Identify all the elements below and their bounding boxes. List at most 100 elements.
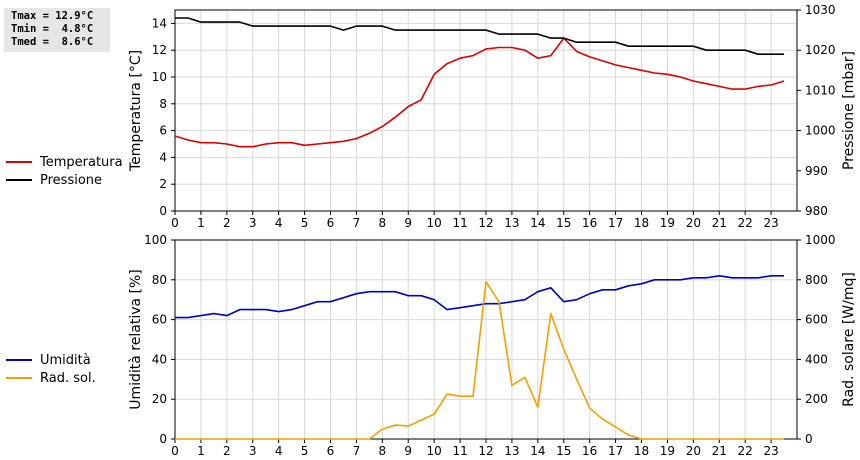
chart2-y2label: Rad. solare [W/mq]	[841, 272, 857, 407]
chart1-y-tick-label: 12	[152, 43, 167, 57]
chart2-x-tick-label: 17	[608, 444, 623, 458]
chart2-x-tick-label: 20	[686, 444, 701, 458]
chart1-x-tick-label: 2	[223, 216, 231, 230]
chart2-x-tick-label: 15	[556, 444, 571, 458]
chart2-x-tick-label: 10	[427, 444, 442, 458]
legend-swatch-pressione	[6, 179, 32, 181]
chart2-y2-tick-label: 0	[805, 432, 813, 446]
chart2-x-tick-label: 4	[275, 444, 283, 458]
chart1-x-tick-label: 7	[353, 216, 361, 230]
chart2-x-tick-label: 5	[301, 444, 309, 458]
chart2-series-1-line	[175, 274, 784, 319]
legend-bottom: Umidità Rad. sol.	[6, 351, 96, 387]
chart1-y2-tick-label: 1000	[805, 124, 836, 138]
chart2-x-tick-label: 16	[582, 444, 597, 458]
legend-top: Temperatura Pressione	[6, 153, 123, 189]
chart1-y-tick-label: 4	[159, 150, 167, 164]
legend-swatch-temperatura	[6, 161, 32, 163]
chart2-y-tick-label: 20	[152, 392, 167, 406]
chart2-y-tick-label: 40	[152, 352, 167, 366]
tmax-stat: Tmax = 12.9°C	[11, 10, 94, 22]
legend-label-pressione: Pressione	[40, 172, 103, 188]
chart1-y-tick-label: 14	[152, 16, 167, 30]
chart1-x-tick-label: 5	[301, 216, 309, 230]
chart2-y2-tick-label: 1000	[805, 233, 836, 247]
stats-box: Tmax = 12.9°C Tmin = 4.8°C Tmed = 8.6°C	[4, 8, 110, 52]
chart1-x-tick-label: 17	[608, 216, 623, 230]
legend-label-temperatura: Temperatura	[40, 154, 123, 170]
legend-item-temperatura: Temperatura	[6, 153, 123, 171]
chart2-ylabel: Umidità relativa [%]	[128, 269, 144, 410]
chart2-x-tick-label: 2	[223, 444, 231, 458]
chart1-x-tick-label: 8	[379, 216, 387, 230]
chart2-series-2-line	[175, 280, 784, 440]
legend-label-radsol: Rad. sol.	[40, 370, 96, 386]
chart1-x-tick-label: 22	[738, 216, 753, 230]
chart1-x-tick-label: 1	[197, 216, 205, 230]
chart1-x-tick-label: 16	[582, 216, 597, 230]
chart1-x-tick-label: 21	[712, 216, 727, 230]
chart1-series-1-line	[174, 37, 785, 148]
chart2-x-tick-label: 21	[712, 444, 727, 458]
chart2-x-tick-label: 8	[379, 444, 387, 458]
chart1-y2label: Pressione [mbar]	[841, 51, 857, 170]
chart2-x-tick-label: 13	[504, 444, 519, 458]
chart2-y2-tick-label: 400	[805, 352, 828, 366]
chart1-y2-tick-label: 1020	[805, 43, 836, 57]
chart2-y-tick-label: 0	[159, 432, 167, 446]
chart2-x-tick-label: 6	[327, 444, 335, 458]
chart2-y-tick-label: 100	[144, 233, 167, 247]
chart2-frame	[174, 239, 798, 440]
chart1-y-tick-label: 10	[152, 70, 167, 84]
chart1-y-tick-label: 2	[159, 177, 167, 191]
chart1-x-tick-label: 10	[427, 216, 442, 230]
chart2-y-tick-label: 80	[152, 273, 167, 287]
chart1-y2-tick-label: 1030	[805, 3, 836, 17]
chart1-series-2-line	[175, 17, 784, 56]
chart1-x-tick-label: 6	[327, 216, 335, 230]
chart1-y-tick-label: 6	[159, 124, 167, 138]
chart1-x-tick-label: 12	[478, 216, 493, 230]
chart2-x-tick-label: 14	[530, 444, 545, 458]
chart1-x-tick-label: 14	[530, 216, 545, 230]
chart1-x-tick-label: 11	[452, 216, 467, 230]
chart1-y-tick-label: 0	[159, 204, 167, 218]
chart1-y-tick-label: 8	[159, 97, 167, 111]
chart2-x-tick-label: 22	[738, 444, 753, 458]
chart1-x-tick-label: 23	[763, 216, 778, 230]
chart2-x-tick-label: 9	[404, 444, 412, 458]
chart1-x-tick-label: 13	[504, 216, 519, 230]
chart2-x-tick-label: 23	[763, 444, 778, 458]
legend-label-umidita: Umidità	[40, 352, 91, 368]
chart2-x-tick-label: 7	[353, 444, 361, 458]
chart2-y2-tick-label: 800	[805, 273, 828, 287]
chart2-x-tick-label: 11	[452, 444, 467, 458]
legend-item-radsol: Rad. sol.	[6, 369, 96, 387]
chart1-y2-tick-label: 980	[805, 204, 828, 218]
chart1-y2-tick-label: 990	[805, 164, 828, 178]
chart2-x-tick-label: 19	[660, 444, 675, 458]
legend-item-umidita: Umidità	[6, 351, 96, 369]
chart2-x-tick-label: 3	[249, 444, 257, 458]
chart2-x-tick-label: 0	[171, 444, 179, 458]
chart2-y2-tick-label: 200	[805, 392, 828, 406]
legend-item-pressione: Pressione	[6, 171, 123, 189]
tmin-stat: Tmin = 4.8°C	[11, 23, 94, 35]
chart2-x-tick-label: 1	[197, 444, 205, 458]
chart2-x-tick-label: 12	[478, 444, 493, 458]
chart1-x-tick-label: 19	[660, 216, 675, 230]
chart1-x-tick-label: 4	[275, 216, 283, 230]
legend-swatch-umidita	[6, 359, 32, 361]
chart1-x-tick-label: 0	[171, 216, 179, 230]
chart1-x-tick-label: 20	[686, 216, 701, 230]
chart1-x-tick-label: 9	[404, 216, 412, 230]
chart1-x-tick-label: 3	[249, 216, 257, 230]
chart1-ylabel: Temperatura [°C]	[128, 50, 144, 172]
legend-swatch-radsol	[6, 377, 32, 379]
chart2-y2-tick-label: 600	[805, 313, 828, 327]
chart1-x-tick-label: 18	[634, 216, 649, 230]
tmed-stat: Tmed = 8.6°C	[11, 36, 94, 48]
chart1-frame	[174, 9, 798, 212]
chart1-y2-tick-label: 1010	[805, 83, 836, 97]
